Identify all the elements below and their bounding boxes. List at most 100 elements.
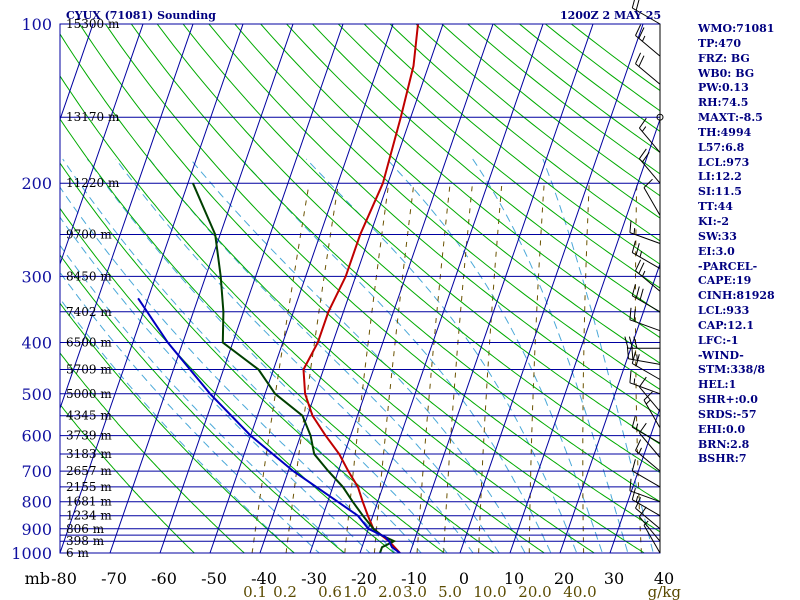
- wind-barb: [643, 178, 661, 216]
- wind-barb: [638, 422, 661, 458]
- isotherm: [359, 24, 544, 553]
- index-item: EHI:0.0: [698, 422, 746, 436]
- index-item: L57:6.8: [698, 140, 745, 154]
- isotherm: [209, 24, 394, 553]
- index-item: WMO:71081: [698, 22, 775, 35]
- wind-barb: [635, 259, 661, 292]
- index-item: FRZ: BG: [698, 51, 750, 65]
- mixing-ratio-label: 10.0: [473, 583, 506, 600]
- sounding-traces: [137, 24, 419, 553]
- isotherm: [109, 24, 294, 553]
- mixing-ratio-label: 0.1: [243, 583, 267, 600]
- height-label: 6 m: [66, 546, 89, 560]
- wind-barb: [643, 391, 661, 429]
- index-item: LI:12.2: [698, 170, 742, 184]
- pressure-tick-label: 800: [21, 493, 52, 512]
- parcel-line: [137, 297, 401, 553]
- index-item: CINH:81928: [698, 289, 775, 303]
- moist-adiabat: [305, 158, 578, 553]
- index-item: -WIND-: [698, 348, 744, 362]
- pressure-tick-label: 900: [21, 520, 52, 539]
- chart-time: 1200Z 2 MAY 25: [560, 9, 661, 22]
- isotherm: [409, 24, 594, 553]
- index-item: RH:74.5: [698, 96, 749, 110]
- isobars: [60, 24, 660, 553]
- wind-barb: [638, 117, 661, 153]
- moist-adiabat: [241, 158, 552, 553]
- pressure-tick-label: 700: [21, 462, 52, 481]
- height-label: 9700 m: [66, 228, 112, 242]
- temperature-tick-label: 40: [654, 569, 674, 588]
- wind-barb: [635, 24, 661, 57]
- temperature-tick-label: 30: [604, 569, 624, 588]
- pressure-tick-label: 1000: [11, 544, 52, 563]
- height-label: 6500 m: [66, 336, 112, 350]
- index-item: PW:0.13: [698, 81, 749, 95]
- temperature-tick-label: 10: [504, 569, 524, 588]
- wind-barb: [635, 497, 661, 530]
- wind-barb: [631, 240, 661, 270]
- mixing-ratio-lines: [251, 183, 642, 553]
- height-label: 2155 m: [66, 480, 112, 494]
- temperature-line: [302, 24, 419, 553]
- mixing-ratio-label: 40.0: [563, 583, 596, 600]
- isotherm: [60, 24, 244, 553]
- mixing-ratio-line: [344, 183, 390, 553]
- mixing-ratio-label: 2.0: [378, 583, 402, 600]
- moist-adiabat: [386, 158, 603, 553]
- mixing-ratio-line: [478, 183, 503, 553]
- isotherm: [309, 24, 494, 553]
- wind-barb: [638, 506, 661, 542]
- mixing-ratio-label: 3.0: [403, 583, 427, 600]
- height-label: 7402 m: [66, 305, 112, 319]
- temperature-tick-label: -50: [201, 569, 227, 588]
- dry-adiabat: [78, 24, 646, 553]
- wind-barb: [631, 415, 661, 444]
- height-label: 8450 m: [66, 269, 112, 283]
- index-item: WB0: BG: [698, 66, 755, 80]
- moist-adiabat: [149, 158, 500, 553]
- dry-adiabat: [311, 24, 660, 314]
- dry-adiabat: [208, 24, 660, 417]
- mixing-ratio-line: [416, 183, 451, 553]
- wind-barb: [635, 52, 661, 85]
- wind-barb: [629, 478, 661, 503]
- moist-adiabat: [62, 158, 422, 553]
- wind-barb: [635, 439, 661, 472]
- height-label: 4345 m: [66, 409, 112, 423]
- dry-adiabat: [104, 24, 660, 533]
- dry-adiabat: [130, 24, 660, 503]
- dry-adiabat: [60, 254, 346, 553]
- isotherm: [60, 24, 94, 121]
- height-label: 11220 m: [66, 176, 120, 190]
- index-item: TH:4994: [698, 125, 752, 139]
- index-item: CAP:12.1: [698, 318, 755, 332]
- index-item: CAPE:19: [698, 274, 752, 288]
- pressure-tick-label: 600: [21, 427, 52, 446]
- index-item: LFC:-1: [698, 333, 739, 347]
- wind-barb: [631, 351, 661, 380]
- dry-adiabat: [285, 24, 660, 339]
- dry-adiabat: [234, 24, 660, 391]
- height-label: 1234 m: [66, 509, 112, 523]
- isotherm: [459, 24, 644, 553]
- chart-title: CYUX (71081) Sounding: [66, 9, 216, 22]
- index-item: SRDS:-57: [698, 407, 757, 421]
- height-label: 5709 m: [66, 363, 112, 377]
- temperature-tick-label: -40: [251, 569, 277, 588]
- index-item: SHR+:0.0: [698, 393, 758, 407]
- mixing-ratio-line: [582, 183, 590, 553]
- temperature-tick-label: -80: [51, 569, 77, 588]
- temperature-tick-label: -30: [301, 569, 327, 588]
- isotherm: [60, 24, 144, 266]
- mixing-ratio-label: 20.0: [518, 583, 551, 600]
- pressure-tick-label: 200: [21, 174, 52, 193]
- isotherm: [509, 117, 660, 553]
- index-item: HEL:1: [698, 378, 737, 392]
- height-label: 15300 m: [66, 17, 120, 31]
- mixing-ratio-line: [528, 183, 545, 553]
- wind-barb: [631, 459, 661, 488]
- index-item: EI:3.0: [698, 244, 735, 258]
- calm-wind-marker: [656, 113, 664, 121]
